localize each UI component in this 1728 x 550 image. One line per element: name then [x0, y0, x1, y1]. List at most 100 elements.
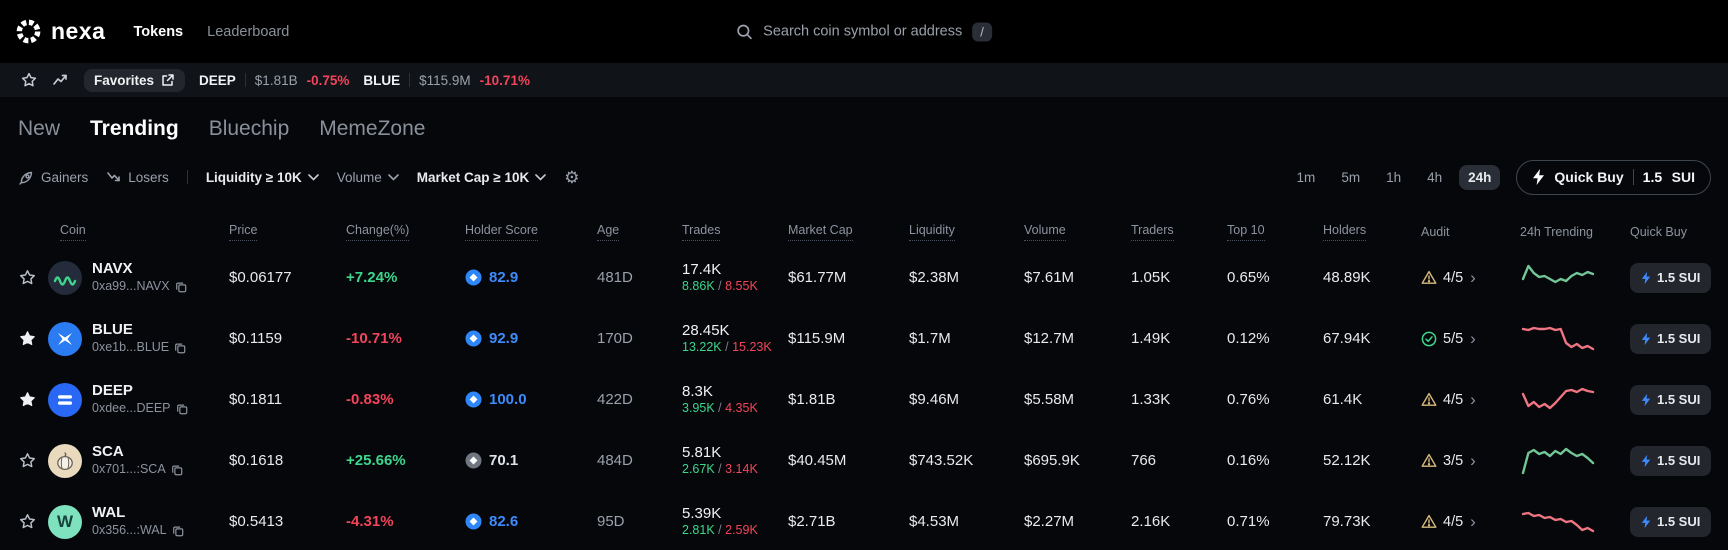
brand[interactable]: nexa	[15, 18, 105, 45]
copy-icon[interactable]	[171, 464, 183, 476]
liquidity-value: $9.46M	[909, 391, 960, 408]
quick-buy-button[interactable]: 1.5 SUI	[1630, 384, 1712, 415]
tab-memezone[interactable]: MemeZone	[319, 117, 426, 140]
tab-new[interactable]: New	[18, 117, 61, 140]
header-price[interactable]: Price	[229, 223, 346, 241]
token-row[interactable]: W DEEP 0xdee...DEEP $0.1811 -0.83%	[0, 369, 1728, 430]
token-avatar: W	[48, 260, 82, 295]
copy-icon[interactable]	[176, 403, 188, 415]
token-symbol[interactable]: SCA	[92, 443, 124, 461]
copy-icon[interactable]	[175, 281, 187, 293]
header-liquidity[interactable]: Liquidity	[909, 223, 1024, 241]
tab-bluechip[interactable]: Bluechip	[208, 117, 290, 140]
search-input[interactable]: Search coin symbol or address /	[726, 16, 1002, 47]
timeframe-1m[interactable]: 1m	[1296, 169, 1316, 185]
quick-buy-button[interactable]: 1.5 SUI	[1630, 506, 1712, 537]
ticker-symbol[interactable]: BLUE	[363, 72, 401, 88]
change-percent: +25.66%	[346, 452, 406, 469]
audit-score: 4/5	[1443, 513, 1464, 530]
table-header: Coin Price Change(%) Holder Score Age Tr…	[0, 217, 1728, 247]
timeframe-5m[interactable]: 5m	[1341, 169, 1361, 185]
audit-score: 4/5	[1443, 391, 1464, 408]
header-holders[interactable]: Holders	[1323, 223, 1421, 241]
quick-buy-button[interactable]: 1.5 SUI	[1630, 323, 1712, 354]
trades-total: 8.3K	[682, 382, 713, 400]
quick-buy-button[interactable]: 1.5 SUI	[1630, 262, 1712, 293]
quick-buy-amount-input[interactable]	[1642, 169, 1663, 185]
age-value: 484D	[597, 452, 633, 469]
liquidity-value: $1.7M	[909, 330, 951, 347]
tab-trending[interactable]: Trending	[90, 117, 179, 140]
holder-score-badge-icon	[465, 391, 482, 408]
header-market-cap[interactable]: Market Cap	[788, 223, 909, 241]
token-symbol[interactable]: WAL	[92, 504, 126, 522]
liquidity-value: $2.38M	[909, 269, 960, 286]
timeframe-4h[interactable]: 4h	[1427, 169, 1443, 185]
header-traders[interactable]: Traders	[1131, 223, 1227, 241]
lightning-icon	[1533, 169, 1545, 185]
token-symbol[interactable]: DEEP	[92, 382, 133, 400]
losers-filter[interactable]: Losers	[106, 169, 169, 185]
token-symbol[interactable]: BLUE	[92, 321, 133, 339]
gainers-filter[interactable]: Gainers	[18, 169, 88, 186]
holder-score-value[interactable]: 82.9	[489, 269, 519, 286]
quick-buy-label: Quick Buy	[1554, 169, 1624, 185]
ticker-change: -0.75%	[306, 72, 350, 88]
trades-total: 28.45K	[682, 321, 730, 339]
trades-buys-sells: 2.81K / 2.59K	[682, 523, 758, 537]
timeframe-24h[interactable]: 24h	[1459, 164, 1501, 190]
favorite-star-outline-icon[interactable]	[18, 451, 37, 470]
favorite-star-filled-icon[interactable]	[18, 390, 37, 409]
holder-score-value[interactable]: 92.9	[489, 330, 519, 347]
favorite-star-icon[interactable]	[20, 71, 38, 89]
chevron-right-icon[interactable]: ›	[1470, 451, 1476, 470]
price-value: $0.1618	[229, 452, 284, 469]
ticker-symbol[interactable]: DEEP	[199, 72, 236, 88]
chevron-right-icon[interactable]: ›	[1470, 268, 1476, 287]
favorite-star-filled-icon[interactable]	[18, 329, 37, 348]
header-trades[interactable]: Trades	[682, 223, 788, 241]
quick-buy-button[interactable]: 1.5 SUI	[1630, 445, 1712, 476]
quick-buy-setting[interactable]: Quick Buy SUI	[1516, 159, 1711, 195]
chevron-right-icon[interactable]: ›	[1470, 390, 1476, 409]
favorites-pill[interactable]: Favorites	[84, 68, 186, 92]
volume-filter-dropdown[interactable]: Volume	[337, 170, 399, 185]
header-coin[interactable]: Coin	[48, 223, 229, 241]
token-row[interactable]: W SCA 0x701...:SCA $0.1618 +25.66%	[0, 430, 1728, 491]
copy-icon[interactable]	[174, 342, 186, 354]
header-age[interactable]: Age	[597, 223, 682, 241]
header-change[interactable]: Change(%)	[346, 223, 465, 241]
copy-icon[interactable]	[172, 525, 184, 537]
price-value: $0.1811	[229, 391, 283, 408]
token-symbol[interactable]: NAVX	[92, 260, 133, 278]
lightning-icon	[1641, 454, 1651, 467]
header-quick-buy: Quick Buy	[1630, 225, 1687, 239]
holder-score-value[interactable]: 82.6	[489, 513, 519, 530]
trend-chart-icon[interactable]	[52, 71, 70, 89]
header-holder-score[interactable]: Holder Score	[465, 223, 597, 241]
favorite-star-outline-icon[interactable]	[18, 268, 37, 287]
holder-score-value[interactable]: 100.0	[489, 391, 527, 408]
market-cap-value: $2.71B	[788, 513, 836, 530]
ticker-blue: BLUE $115.9M -10.71%	[363, 73, 530, 88]
nav-item-leaderboard[interactable]: Leaderboard	[207, 23, 290, 40]
marketcap-filter-dropdown[interactable]: Market Cap ≥ 10K	[417, 170, 547, 185]
chevron-right-icon[interactable]: ›	[1470, 512, 1476, 531]
header-top10[interactable]: Top 10	[1227, 223, 1323, 241]
timeframe-1h[interactable]: 1h	[1386, 169, 1402, 185]
settings-gear-icon[interactable]: ⚙	[564, 167, 580, 187]
trades-buys-sells: 13.22K / 15.23K	[682, 340, 772, 354]
divider	[1632, 169, 1634, 185]
liquidity-filter-dropdown[interactable]: Liquidity ≥ 10K	[206, 170, 319, 185]
favorite-star-outline-icon[interactable]	[18, 512, 37, 531]
holder-score-value[interactable]: 70.1	[489, 452, 519, 469]
ticker-value: $115.9M	[419, 72, 471, 88]
token-row[interactable]: W NAVX 0xa99...NAVX $0.06177 +7.24%	[0, 247, 1728, 308]
external-link-icon	[161, 73, 175, 87]
scallop-garlic-icon	[57, 451, 73, 470]
chevron-right-icon[interactable]: ›	[1470, 329, 1476, 348]
token-row[interactable]: W WAL 0x356...:WAL $0.5413 -4.31%	[0, 491, 1728, 550]
nav-item-tokens[interactable]: Tokens	[133, 23, 184, 40]
header-volume[interactable]: Volume	[1024, 223, 1131, 241]
token-row[interactable]: W BLUE 0xe1b...BLUE $0.1159 -10.71%	[0, 308, 1728, 369]
